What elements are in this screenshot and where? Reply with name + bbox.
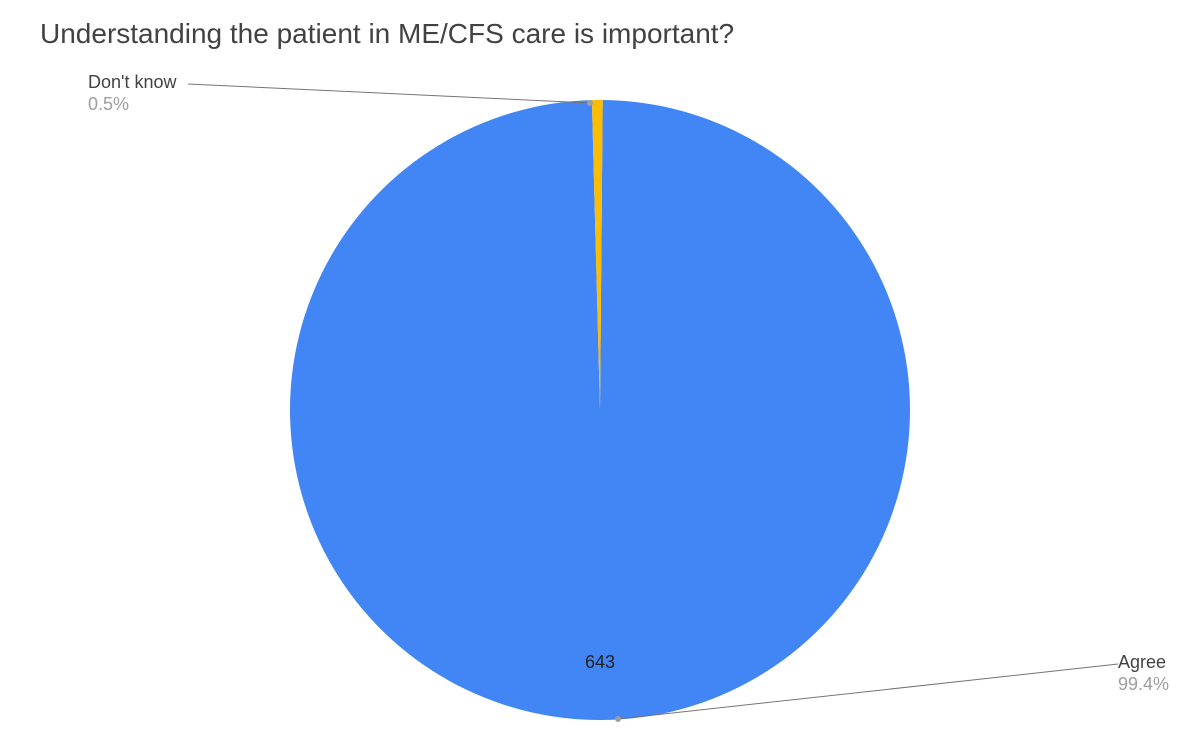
callout-dot: [587, 100, 593, 106]
slice-count: 643: [585, 652, 615, 673]
slice-label: Agree: [1118, 652, 1166, 673]
chart-title: Understanding the patient in ME/CFS care…: [40, 18, 734, 50]
callout-dot: [615, 716, 621, 722]
slice-pct: 99.4%: [1118, 674, 1169, 695]
pie-chart: [0, 0, 1199, 742]
callout-line: [188, 84, 590, 103]
slice-pct: 0.5%: [88, 94, 129, 115]
slice-label: Don't know: [88, 72, 176, 93]
